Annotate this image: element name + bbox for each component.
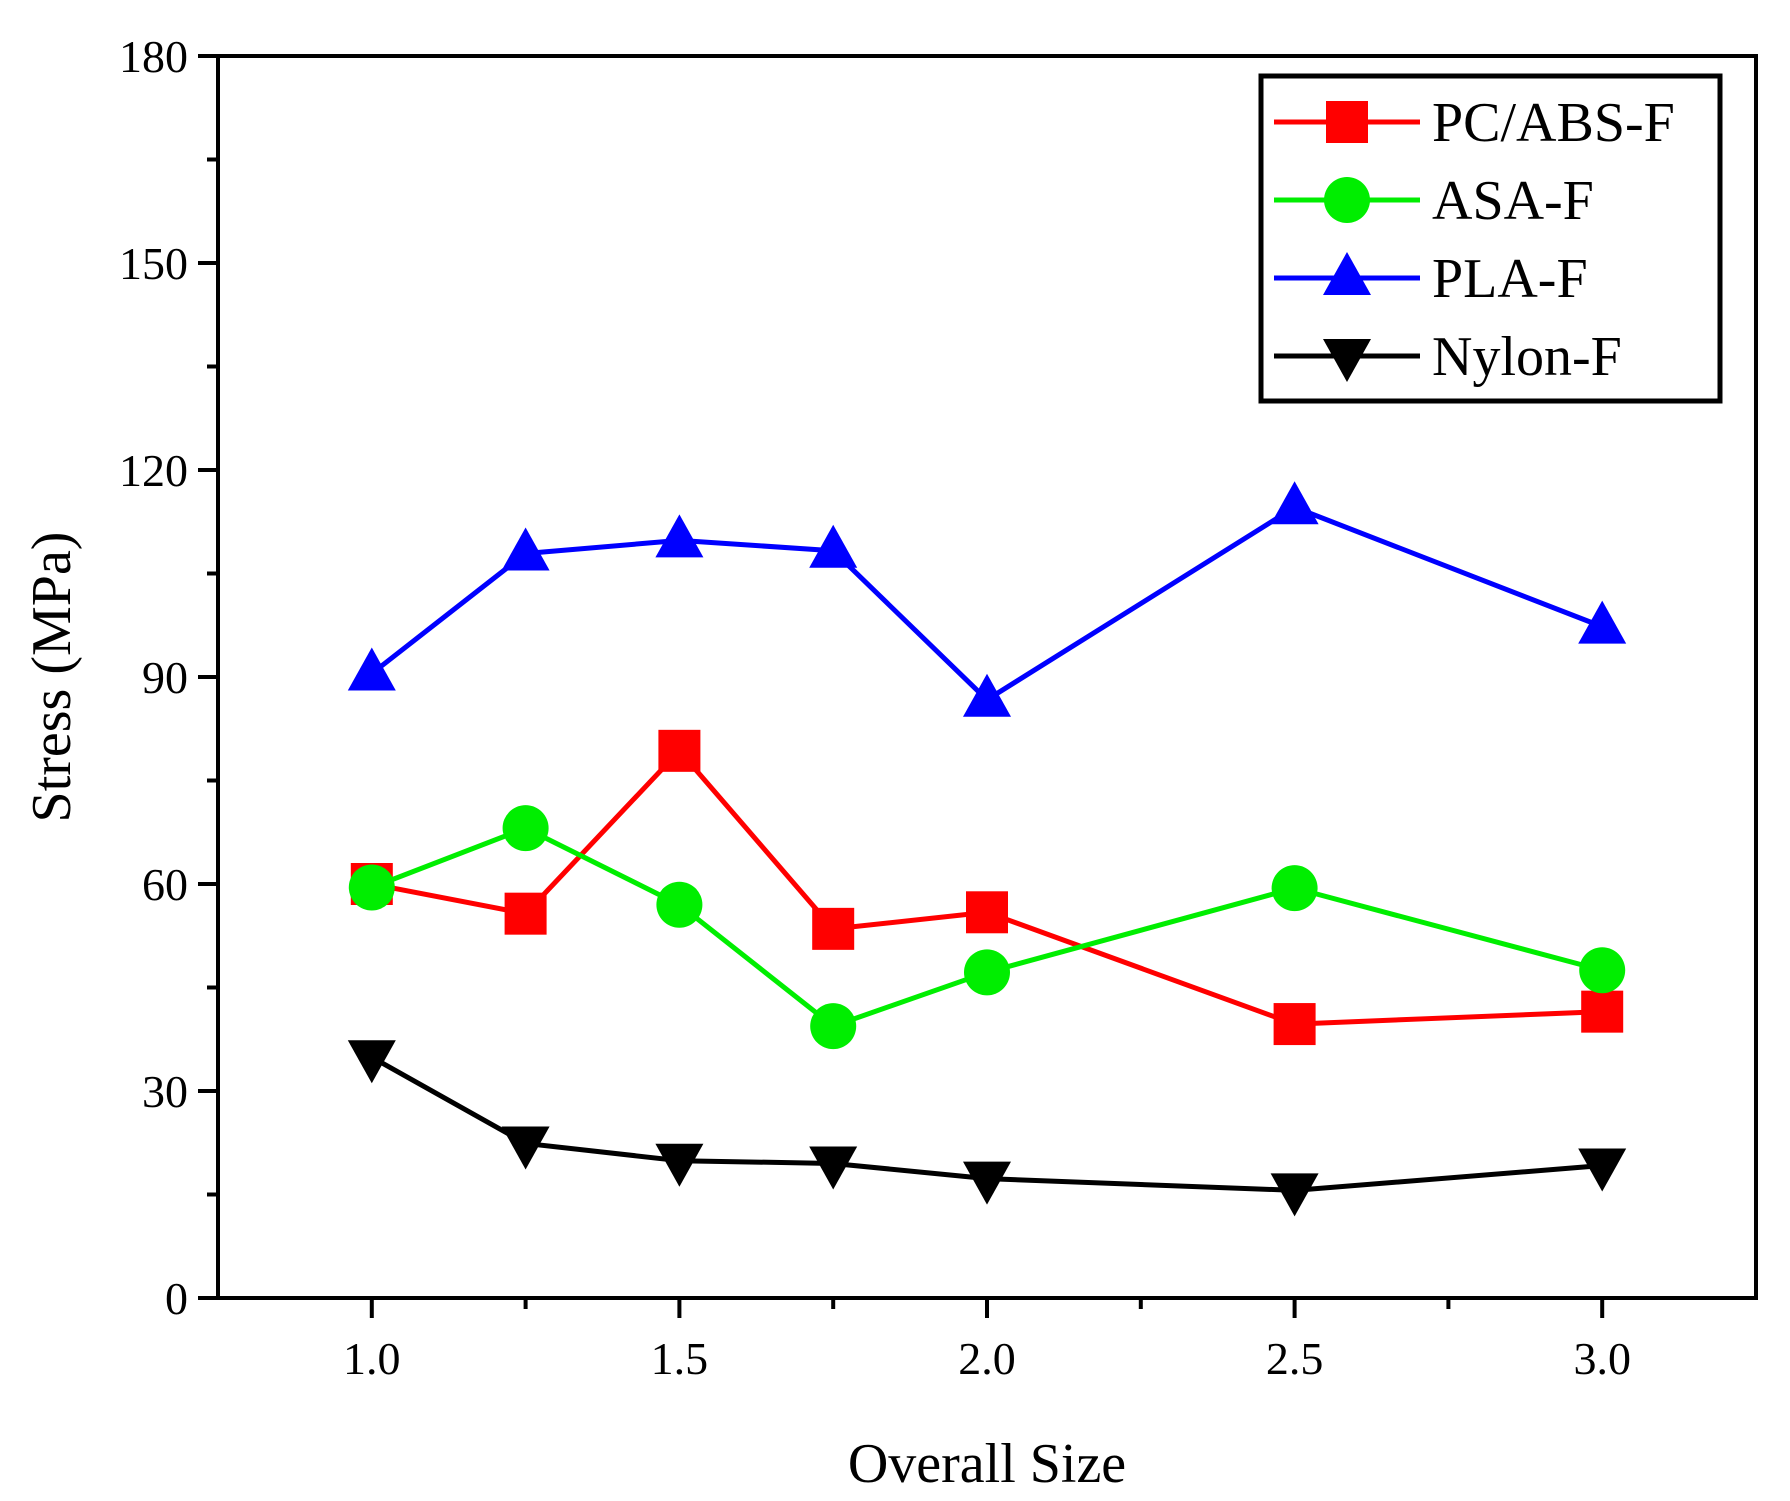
axes-layer: 0 30 60 90 120 150 180 1.0 1.5 2.0 2.5 3.0 [119,31,1757,1384]
data-point-nylon-f [501,1126,550,1170]
legend-swatch-marker [1326,101,1368,143]
series-layer [347,481,1627,1217]
x-tick-label: 2.0 [958,1333,1016,1384]
legend-label: ASA-F [1432,170,1594,232]
data-point-pc-abs-f [1273,1003,1316,1046]
legend-items: PC/ABS-F ASA-F PLA-F Nylon-F [1274,92,1675,388]
legend-item-nylon-f: Nylon-F [1274,326,1622,388]
data-point-nylon-f [809,1146,858,1190]
data-point-asa-f [1271,865,1318,912]
x-tick-label: 2.5 [1266,1333,1324,1384]
data-point-pc-abs-f [812,907,855,950]
data-point-pc-abs-f [658,729,701,772]
series-pla-f [347,481,1627,717]
data-point-nylon-f [655,1143,704,1187]
data-point-pla-f [1578,600,1627,644]
y-axis-title: Stress (MPa) [21,532,83,823]
y-tick-label: 150 [119,238,188,289]
y-tick-label: 0 [165,1273,188,1324]
data-point-pla-f [1270,481,1319,525]
data-point-asa-f [502,805,549,852]
x-tick-label: 3.0 [1573,1333,1631,1384]
data-point-pla-f [963,673,1011,717]
y-tick-label: 120 [119,445,188,496]
legend: PC/ABS-F ASA-F PLA-F Nylon-F [1258,73,1723,404]
y-tick-label: 60 [142,859,188,910]
data-point-pla-f [347,647,396,691]
x-tick-label: 1.0 [343,1333,401,1384]
legend-item-pc-abs-f: PC/ABS-F [1274,92,1675,154]
y-tick-label: 30 [142,1066,188,1117]
legend-swatch-marker [1324,177,1370,223]
y-tick-label: 90 [142,652,188,703]
data-point-asa-f [348,864,395,911]
series-asa-f [348,805,1626,1050]
legend-swatch-marker [1323,339,1371,382]
series-nylon-f [347,1040,1627,1217]
data-point-pla-f [501,527,550,571]
x-tick-label: 1.5 [651,1333,709,1384]
data-point-asa-f [964,949,1010,996]
data-point-asa-f [656,881,703,928]
y-tick-label: 180 [119,31,188,82]
data-point-nylon-f [347,1040,396,1084]
legend-label: Nylon-F [1432,326,1622,388]
legend-swatch-marker [1323,252,1371,295]
legend-item-pla-f: PLA-F [1274,248,1588,310]
data-point-asa-f [810,1003,857,1050]
x-axis-title: Overall Size [848,1433,1126,1495]
data-point-nylon-f [963,1161,1011,1205]
data-point-pla-f [655,514,704,558]
data-point-pc-abs-f [504,892,547,935]
legend-label: PC/ABS-F [1432,92,1675,154]
data-point-pc-abs-f [1581,990,1624,1033]
data-point-nylon-f [1578,1148,1627,1192]
data-point-pc-abs-f [966,891,1008,934]
data-point-pla-f [809,524,858,568]
data-point-asa-f [1579,947,1626,994]
legend-item-asa-f: ASA-F [1274,170,1594,232]
data-point-nylon-f [1270,1173,1319,1217]
legend-label: PLA-F [1432,248,1588,310]
